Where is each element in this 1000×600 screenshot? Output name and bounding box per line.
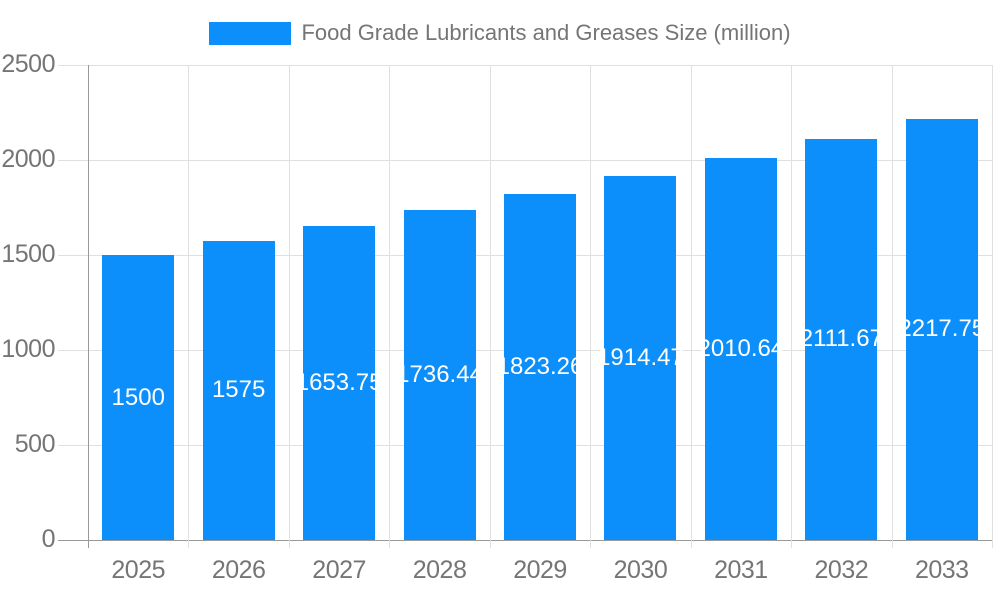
y-axis-line [88, 65, 89, 548]
bar: 1736.44 [396, 210, 483, 540]
v-gridline [992, 65, 993, 548]
x-axis-label: 2032 [814, 556, 869, 584]
v-gridline [288, 65, 290, 548]
bar: 2010.64 [697, 157, 784, 540]
bar: 1823.26 [497, 193, 583, 540]
v-gridline [690, 65, 692, 548]
h-gridline [58, 160, 992, 161]
x-axis-label: 2027 [312, 556, 366, 584]
v-gridline [489, 65, 491, 548]
y-axis-label: 500 [14, 429, 56, 458]
y-axis-label: 1500 [1, 239, 55, 268]
bar-value-label: 1653.75 [295, 368, 383, 396]
h-gridline [58, 65, 992, 66]
x-axis-label: 2029 [513, 556, 567, 584]
v-gridline [188, 65, 190, 548]
v-gridline [891, 65, 893, 548]
x-axis-label: 2028 [412, 556, 467, 584]
v-gridline [791, 65, 793, 548]
bar: 1575 [202, 240, 275, 540]
bar: 2111.67 [800, 138, 883, 540]
bar-value-label: 2111.67 [799, 325, 883, 353]
y-axis-label: 1000 [1, 334, 55, 363]
bar: 1653.75 [296, 225, 382, 540]
legend-swatch [209, 21, 292, 45]
v-gridline [389, 65, 391, 548]
chart-title: Food Grade Lubricants and Greases Size (… [301, 20, 791, 45]
bar-value-label: 1823.26 [496, 352, 584, 380]
bar-value-label: 1736.44 [396, 361, 483, 389]
x-axis-label: 2025 [111, 556, 166, 584]
bar-value-label: 2010.64 [697, 334, 785, 362]
bar-value-label: 2217.75 [898, 315, 986, 343]
v-gridline [590, 65, 592, 548]
y-axis-label: 2000 [1, 144, 55, 173]
plot-area: 0 500 1000 1500 2000 2500 1500 2025 1575 2026 1653… [1, 50, 993, 584]
x-axis-label: 2030 [613, 556, 668, 584]
x-axis-label: 2031 [714, 556, 768, 584]
chart-legend: Food Grade Lubricants and Greases Size (… [0, 20, 1000, 46]
bar: 1500 [102, 255, 175, 540]
bar-value-label: 1575 [211, 376, 266, 404]
bar: 2217.75 [898, 118, 985, 540]
y-axis-label: 0 [41, 524, 56, 553]
bar-value-label: 1914.47 [597, 344, 684, 372]
y-axis-label: 2500 [1, 49, 55, 78]
bar: 1914.47 [597, 176, 684, 540]
bar-value-label: 1500 [111, 383, 165, 411]
h-gridline [58, 540, 992, 541]
x-axis-label: 2026 [211, 556, 266, 584]
x-axis-label: 2033 [914, 556, 969, 584]
